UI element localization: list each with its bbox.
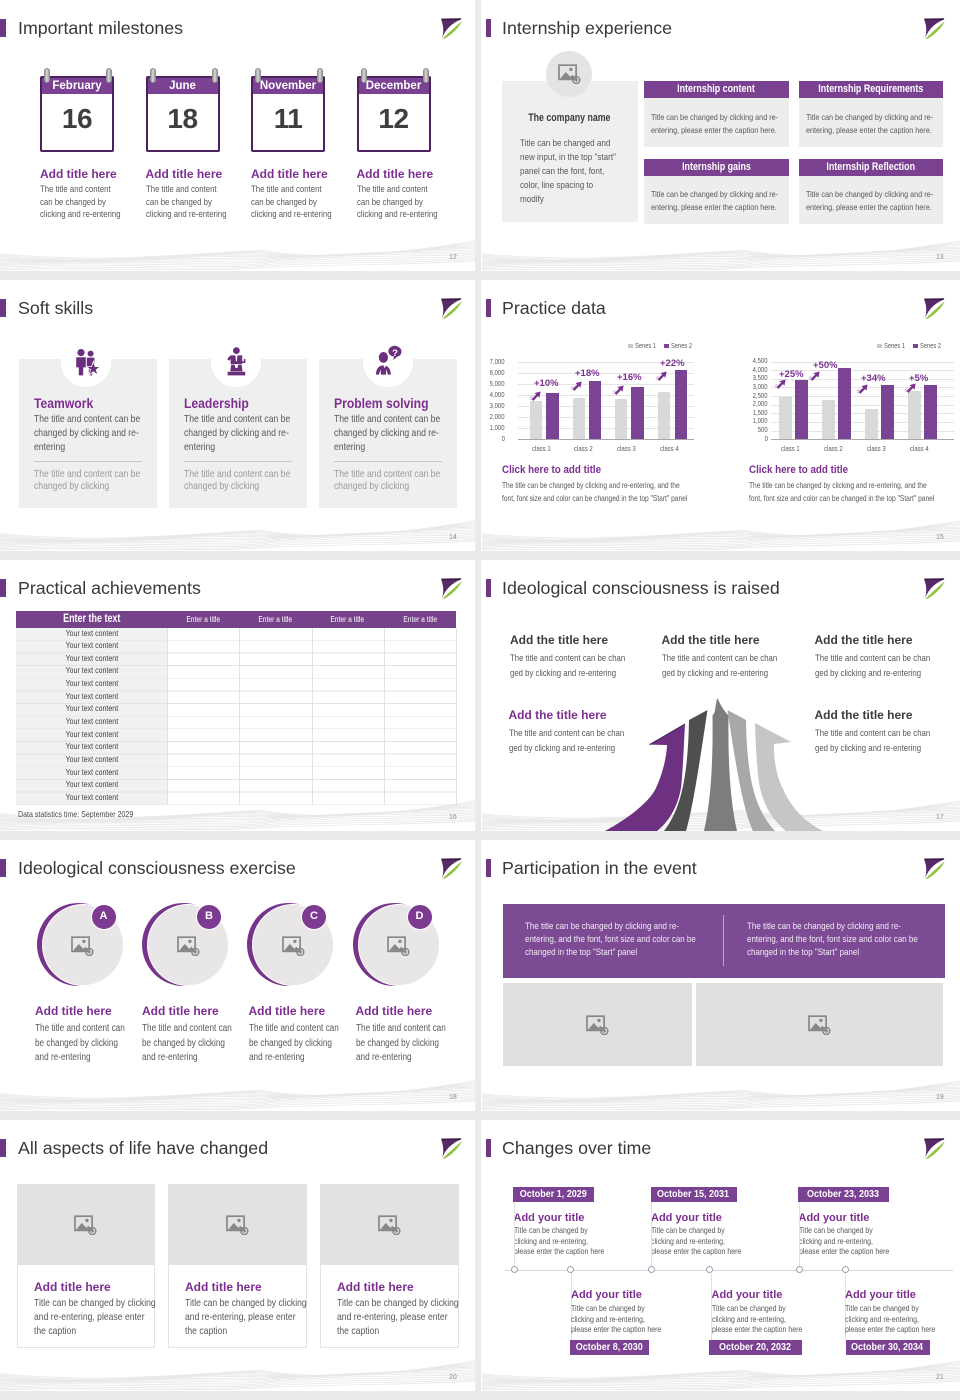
svg-text:?: ?	[392, 348, 398, 359]
